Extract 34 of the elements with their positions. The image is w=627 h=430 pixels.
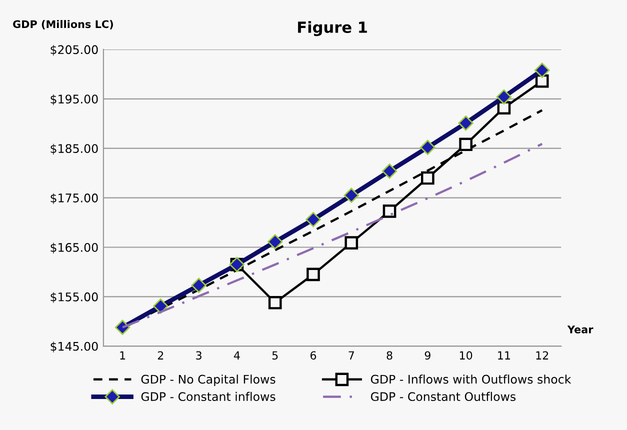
- point: [344, 236, 358, 250]
- y-axis-title: GDP (Millions LC): [13, 20, 113, 30]
- chart-title: Figure 1: [298, 21, 367, 36]
- x-tick-label: 6: [310, 351, 316, 360]
- y-tick-label: $185.00: [50, 144, 98, 155]
- x-tick-label: 4: [234, 351, 240, 360]
- point: [421, 171, 434, 185]
- point: [459, 138, 472, 152]
- legend-label: GDP - Constant Outflows: [370, 392, 516, 402]
- point: [497, 101, 511, 114]
- legend-label: GDP - No Capital Flows: [141, 374, 276, 386]
- y-tick-label: $155.00: [50, 292, 98, 303]
- y-tick-label: $165.00: [50, 242, 98, 254]
- y-tick-label: $195.00: [50, 94, 98, 106]
- point: [382, 204, 396, 218]
- point: [535, 74, 549, 88]
- x-tick-label: 11: [498, 351, 510, 360]
- x-tick-label: 10: [460, 351, 472, 360]
- x-tick-label: 12: [536, 351, 548, 360]
- y-tick-label: $145.00: [50, 342, 98, 352]
- y-tick-label: $205.00: [50, 44, 98, 56]
- legend-label: GDP - Constant inflows: [141, 392, 276, 402]
- point: [268, 296, 282, 310]
- x-tick-label: 8: [386, 351, 392, 360]
- legend-label: GDP - Inflows with Outflows shock: [370, 374, 572, 384]
- point: [306, 268, 320, 282]
- x-tick-label: 9: [424, 351, 430, 360]
- x-tick-label: 7: [348, 351, 354, 360]
- x-tick-label: 5: [272, 351, 278, 360]
- x-tick-label: 2: [158, 351, 164, 360]
- x-axis-title: Year: [567, 326, 594, 334]
- y-tick-label: $175.00: [50, 193, 98, 204]
- x-tick-label: 3: [196, 351, 202, 360]
- x-tick-label: 1: [120, 351, 126, 360]
